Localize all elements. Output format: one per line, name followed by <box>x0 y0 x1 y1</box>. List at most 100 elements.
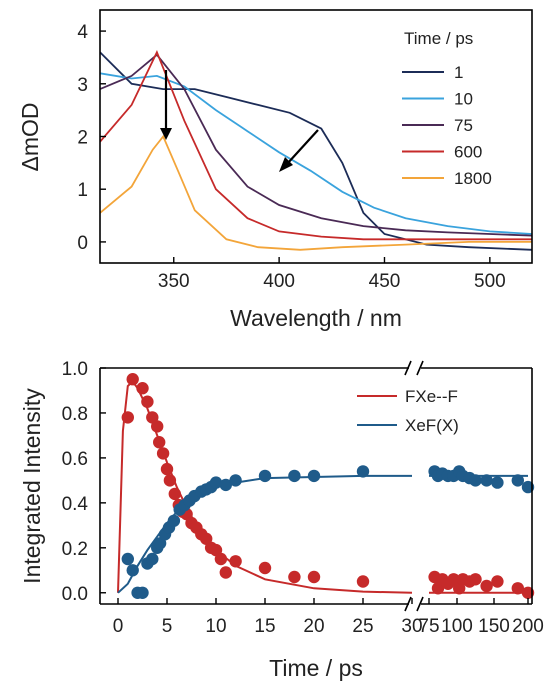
x-tick-label: 15 <box>254 616 275 637</box>
data-point-fxe-f <box>156 447 170 460</box>
data-point-xef-x- <box>491 476 504 489</box>
spectra-legend-title: Time / ps <box>404 29 473 48</box>
spectrum-line-10-ps <box>100 72 532 235</box>
kinetics-x-axis-title: Time / ps <box>269 655 363 681</box>
y-tick-label: 1.0 <box>62 359 88 380</box>
kinetics-legend: FXe--F XeF(X) <box>357 387 459 435</box>
legend-label-1800: 1800 <box>454 169 492 188</box>
x-tick-label: 400 <box>263 271 295 292</box>
y-tick-label: 4 <box>77 22 88 43</box>
data-point-fxe-f <box>447 573 460 586</box>
data-point-xef-x- <box>121 552 134 566</box>
x-tick-label: 500 <box>474 271 506 292</box>
legend-label-fxe-f: FXe--F <box>405 387 458 406</box>
spectra-plot-area <box>100 49 532 251</box>
legend-label-xef-x: XeF(X) <box>405 416 459 435</box>
data-point-fxe-f <box>307 570 321 584</box>
spectrum-line-75-ps <box>100 53 532 237</box>
spectra-x-ticks: 350 400 450 500 <box>158 257 506 292</box>
data-point-xef-x- <box>356 465 370 478</box>
diagonal-arrow-head <box>279 157 293 172</box>
data-point-xef-x- <box>146 552 159 566</box>
data-point-fxe-f <box>121 411 134 424</box>
data-point-xef-x- <box>521 480 535 494</box>
kinetics-frame <box>99 367 533 605</box>
x-tick-label: 100 <box>441 616 473 637</box>
x-tick-label: 200 <box>512 616 544 637</box>
spectrum-line-1-ps <box>100 51 532 251</box>
y-tick-label: 3 <box>77 75 88 96</box>
kinetics-y-ticks: 0.0 0.2 0.4 0.6 0.8 1.0 <box>62 359 106 605</box>
legend-label-1: 1 <box>454 63 463 82</box>
data-point-fxe-f <box>480 579 493 593</box>
legend-label-10: 10 <box>454 90 473 109</box>
data-point-fxe-f <box>491 575 504 588</box>
data-point-fxe-f <box>163 474 177 487</box>
data-point-fxe-f <box>136 382 149 395</box>
x-tick-label: 20 <box>303 616 324 637</box>
data-point-xef-x- <box>209 476 223 489</box>
data-point-xef-x- <box>288 469 301 483</box>
data-point-xef-x- <box>219 478 232 492</box>
kinetics-plot-area <box>117 373 535 599</box>
diagonal-arrow-shaft <box>286 129 319 165</box>
spectra-legend: Time / ps 1 10 75 600 1800 <box>402 29 492 188</box>
data-point-xef-x- <box>307 469 321 483</box>
spectra-y-ticks: 0 1 2 3 4 <box>77 22 106 254</box>
data-point-fxe-f <box>258 561 272 575</box>
x-tick-label: 0 <box>113 616 124 637</box>
data-point-fxe-f <box>229 555 242 568</box>
y-tick-label: 0.8 <box>62 404 88 425</box>
y-tick-label: 2 <box>77 128 88 149</box>
data-point-xef-x- <box>258 469 272 483</box>
y-tick-label: 1 <box>77 180 88 201</box>
spectra-x-axis-title: Wavelength / nm <box>230 305 402 331</box>
y-tick-label: 0.2 <box>62 539 88 560</box>
spectra-arrows <box>160 70 319 172</box>
x-tick-label: 350 <box>158 271 190 292</box>
data-point-fxe-f <box>521 586 535 599</box>
y-tick-label: 0.4 <box>62 494 89 515</box>
data-point-fxe-f <box>356 575 370 588</box>
x-tick-label: 75 <box>418 616 439 637</box>
y-tick-label: 0.0 <box>62 584 88 605</box>
data-point-fxe-f <box>168 487 181 501</box>
data-point-fxe-f <box>126 373 139 386</box>
data-point-xef-x- <box>469 474 482 487</box>
data-point-xef-x- <box>511 474 524 487</box>
data-point-xef-x- <box>136 586 149 599</box>
y-tick-label: 0.6 <box>62 449 88 470</box>
data-point-fxe-f <box>160 462 174 476</box>
x-tick-label: 10 <box>205 616 226 637</box>
x-tick-label: 5 <box>162 616 173 637</box>
spectrum-line-600-ps <box>100 49 532 241</box>
axis-break-marks <box>404 360 424 612</box>
data-point-fxe-f <box>511 582 524 595</box>
data-point-fxe-f <box>469 573 482 586</box>
data-point-fxe-f <box>151 420 164 433</box>
data-point-fxe-f <box>288 570 301 584</box>
data-point-fxe-f <box>214 552 228 566</box>
data-point-xef-x- <box>126 564 139 577</box>
x-tick-label: 450 <box>369 271 401 292</box>
spectra-y-axis-title: ΔmOD <box>17 102 43 171</box>
x-tick-label: 150 <box>478 616 510 637</box>
x-tick-label: 25 <box>352 616 373 637</box>
legend-label-600: 600 <box>454 143 482 162</box>
y-tick-label: 0 <box>77 233 88 254</box>
fit-curve-fxe-f <box>117 380 413 594</box>
data-point-fxe-f <box>219 566 232 579</box>
data-point-xef-x- <box>229 474 242 487</box>
x-tick-label: 30 <box>401 616 422 637</box>
legend-label-75: 75 <box>454 116 473 135</box>
data-point-xef-x- <box>167 514 181 527</box>
spectrum-line-1800-ps <box>100 134 532 251</box>
data-point-fxe-f <box>153 436 166 449</box>
data-point-fxe-f <box>141 395 154 408</box>
data-point-xef-x- <box>480 474 493 487</box>
kinetics-y-axis-title: Integrated Intensity <box>19 388 45 584</box>
